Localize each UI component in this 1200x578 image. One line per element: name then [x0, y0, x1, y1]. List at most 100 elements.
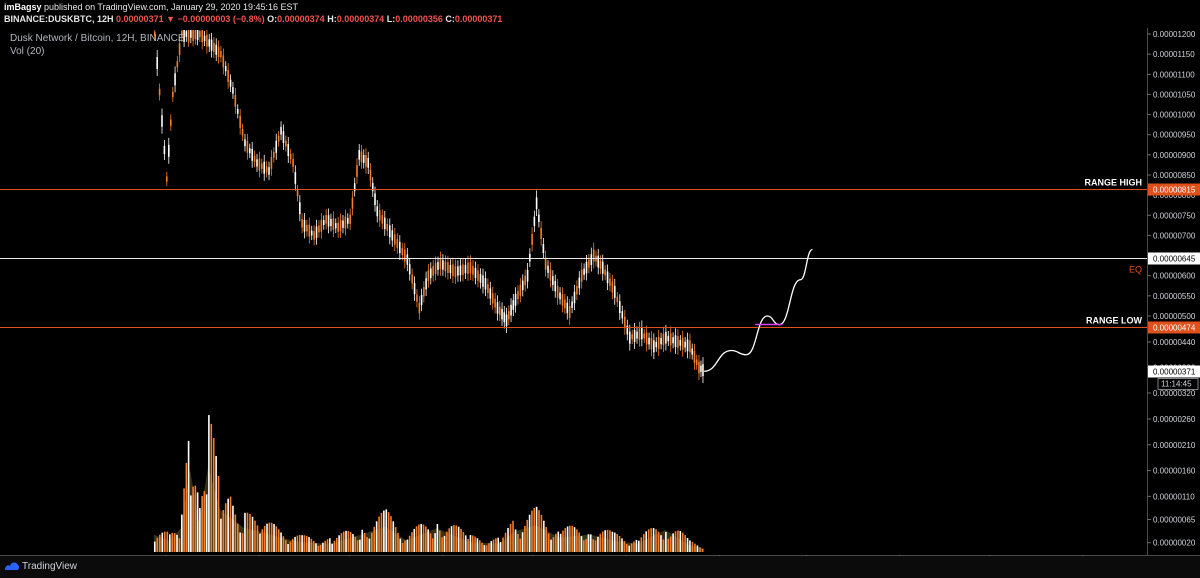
- candle-body: [613, 285, 616, 298]
- candle-body: [439, 258, 442, 270]
- candle-body: [698, 361, 700, 374]
- candle-body: [588, 259, 590, 268]
- candle-body: [568, 305, 571, 318]
- candle-body: [474, 267, 477, 279]
- volume-bar: [655, 529, 657, 552]
- candle-body: [299, 202, 301, 215]
- volume-tick-label: 0.00000260: [1153, 415, 1196, 424]
- price-change: −0.00000003 (−0.8%): [177, 14, 265, 24]
- volume-bar: [270, 522, 273, 552]
- volume-bar: [408, 535, 411, 552]
- candle-body: [684, 341, 686, 348]
- volume-tick-label: 0.00000160: [1153, 467, 1196, 476]
- volume-bar: [375, 521, 378, 552]
- volume-bar: [580, 536, 583, 552]
- volume-bar: [404, 540, 406, 552]
- candle-body: [153, 31, 156, 37]
- candle-body: [413, 283, 416, 295]
- volume-bar: [427, 529, 429, 552]
- volume-bar: [535, 506, 538, 552]
- volume-bar: [462, 531, 465, 552]
- candle-body: [535, 197, 538, 210]
- volume-bar: [331, 543, 333, 552]
- candle-body: [521, 280, 524, 291]
- volume-indicator-label[interactable]: Vol (20): [10, 46, 45, 57]
- volume-bar: [460, 528, 462, 552]
- symbol-label: BINANCE:DUSKBTC, 12H: [4, 14, 114, 24]
- volume-bar: [387, 512, 390, 552]
- username[interactable]: imBagsy: [4, 2, 42, 12]
- candle-body: [487, 284, 489, 293]
- volume-bar: [166, 531, 169, 552]
- level-price-tag: [1148, 321, 1200, 334]
- candle-body: [203, 35, 206, 42]
- volume-bar: [277, 529, 280, 552]
- candle-body: [275, 140, 278, 153]
- volume-bar: [401, 542, 404, 552]
- volume-bar: [547, 533, 550, 552]
- candle-body: [196, 30, 199, 40]
- volume-bar: [359, 539, 361, 552]
- candle-body: [322, 220, 325, 226]
- volume-bar: [691, 541, 694, 552]
- volume-bar: [340, 533, 343, 552]
- level-name-label: RANGE LOW: [1086, 316, 1143, 326]
- candle-body: [618, 301, 621, 314]
- candle-body: [337, 222, 339, 232]
- tradingview-brand[interactable]: TradingView: [22, 561, 78, 572]
- volume-bar: [672, 533, 674, 552]
- level-price-tag-label: 0.00000645: [1153, 255, 1196, 264]
- price-tick-label: 0.00000320: [1153, 389, 1196, 398]
- candle-body: [494, 298, 496, 308]
- price-tick-label: 0.00000750: [1153, 211, 1196, 220]
- candle-body: [201, 30, 204, 43]
- candle-body: [626, 325, 629, 335]
- candle-body: [437, 262, 439, 270]
- candle-body: [695, 359, 698, 365]
- price-tick-label: 0.00000800: [1153, 191, 1196, 200]
- volume-bar: [543, 520, 545, 552]
- volume-bar: [282, 536, 285, 552]
- candle-body: [325, 214, 327, 224]
- price-tick-label: 0.00000900: [1153, 151, 1196, 160]
- price-tick-label: 0.00001200: [1153, 30, 1196, 39]
- candle-body: [604, 269, 606, 276]
- volume-bar: [217, 475, 220, 552]
- volume-bar: [645, 531, 648, 552]
- volume-bar: [689, 540, 691, 552]
- volume-bar: [531, 510, 533, 552]
- volume-bar: [677, 530, 679, 552]
- candle-body: [178, 43, 181, 55]
- candle-body: [367, 158, 370, 168]
- candle-body: [277, 135, 280, 142]
- volume-bar: [650, 528, 652, 552]
- candle-body: [529, 253, 531, 262]
- volume-bar: [545, 527, 548, 552]
- candle-body: [170, 119, 172, 126]
- volume-bar: [284, 540, 287, 552]
- volume-bar: [181, 514, 183, 552]
- candle-body: [444, 261, 447, 272]
- candle-body: [621, 311, 624, 319]
- candle-body: [190, 30, 192, 38]
- candle-body: [229, 79, 232, 87]
- candle-body: [425, 278, 427, 290]
- volume-bar: [366, 537, 368, 552]
- low-label: L:: [386, 14, 396, 24]
- volume-bar: [268, 522, 271, 552]
- volume-bar: [256, 525, 259, 552]
- candle-body: [457, 266, 459, 276]
- candle-body: [423, 287, 425, 297]
- candle-body: [489, 288, 492, 299]
- candle-body: [416, 294, 418, 302]
- volume-bar: [504, 532, 507, 552]
- volume-bar: [254, 520, 256, 552]
- candle-body: [601, 261, 604, 274]
- volume-bar: [490, 541, 493, 552]
- volume-bar: [301, 535, 303, 552]
- candle-body: [294, 172, 297, 184]
- level-price-tag-label: 0.00000815: [1153, 186, 1196, 195]
- volume-bar: [587, 534, 590, 552]
- volume-bar: [594, 540, 597, 552]
